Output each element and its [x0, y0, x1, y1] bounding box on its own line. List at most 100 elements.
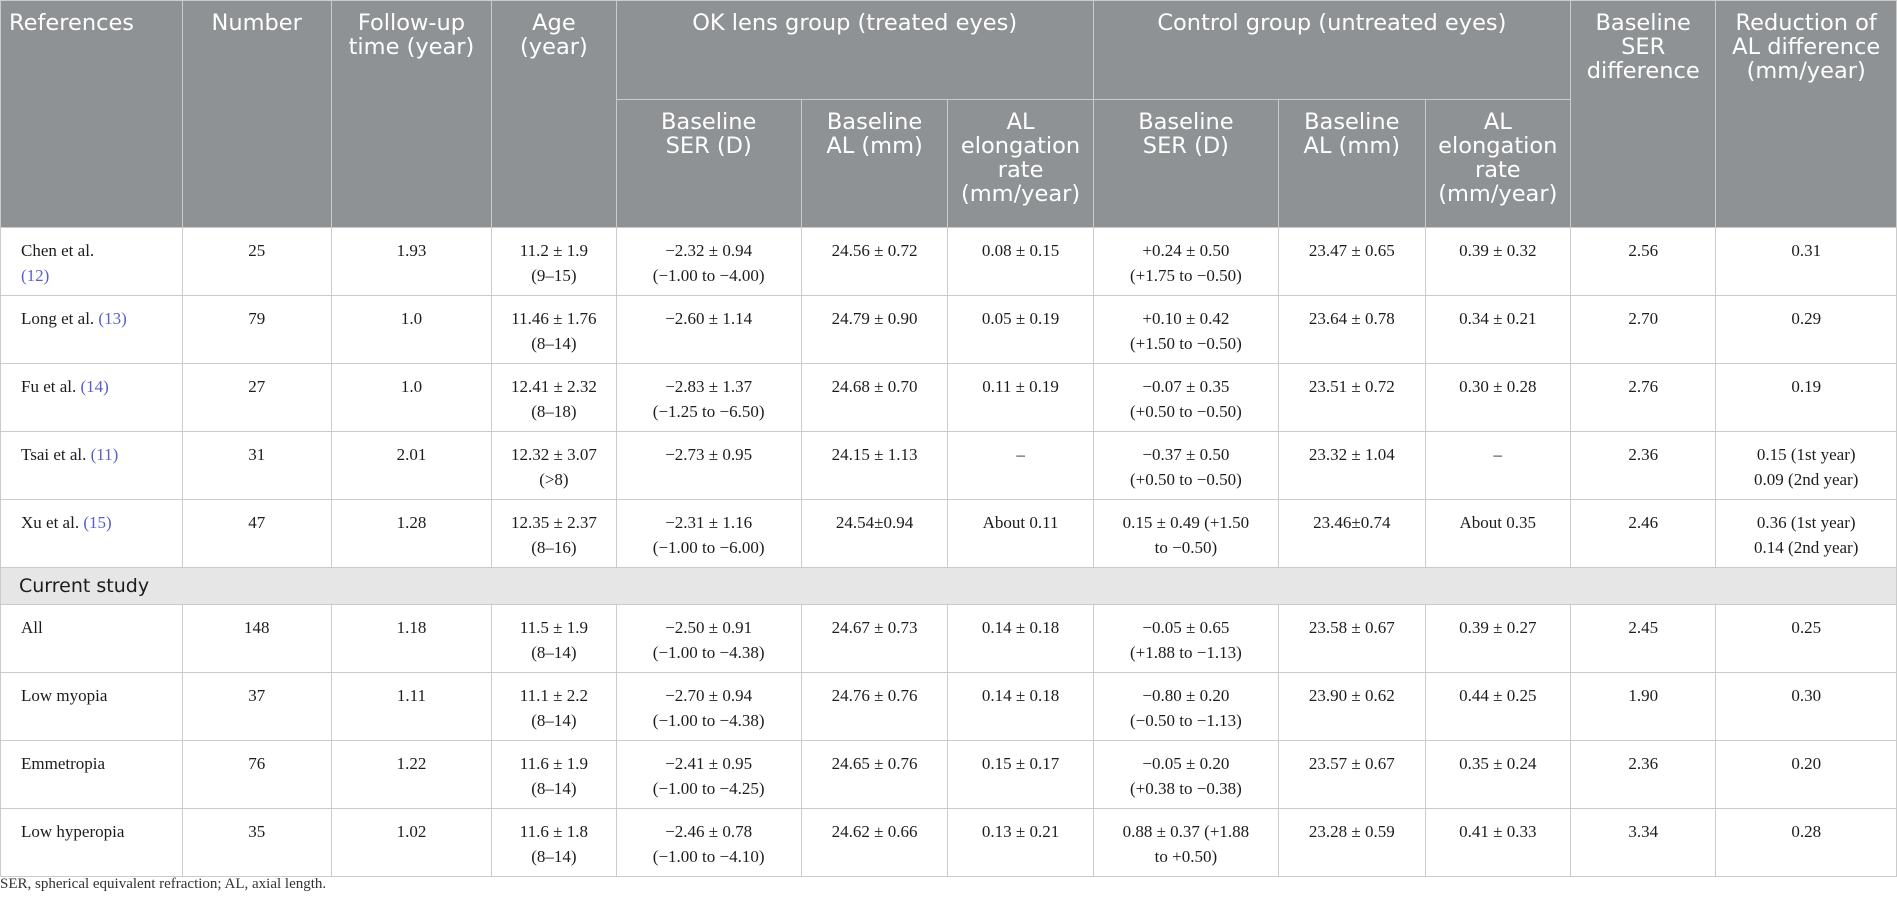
header-number: Number: [181, 0, 332, 228]
cell-ctrl-ser: −0.05 ± 0.20 (+0.38 to −0.38): [1092, 740, 1280, 809]
citation-link[interactable]: (14): [80, 377, 109, 396]
reference-name: Fu et al.: [21, 377, 81, 396]
cell-number: 76: [181, 740, 332, 809]
cell-ser-diff: 2.46: [1569, 499, 1717, 568]
cell-number: 47: [181, 499, 332, 568]
cell-number: 148: [181, 604, 332, 673]
table-row: All 148 1.18 11.5 ± 1.9 (8–14) −2.50 ± 0.91 …: [0, 604, 1897, 673]
cell-ok-rate: About 0.11: [947, 499, 1094, 568]
cell-ctrl-rate: –: [1424, 431, 1572, 500]
cell-followup: 1.11: [330, 672, 493, 741]
cell-ctrl-ser: −0.07 ± 0.35 (+0.50 to −0.50): [1092, 363, 1280, 432]
cell-ok-al: 24.62 ± 0.66: [800, 808, 949, 877]
citation-link[interactable]: (15): [83, 513, 112, 532]
cell-ctrl-al: 23.51 ± 0.72: [1278, 363, 1426, 432]
cell-ok-rate: 0.08 ± 0.15: [947, 227, 1094, 296]
cell-reference: All: [0, 604, 183, 673]
citation-link[interactable]: (11): [90, 445, 119, 464]
cell-number: 79: [181, 295, 332, 364]
header-references: References: [0, 0, 183, 228]
cell-ser-diff: 2.70: [1569, 295, 1717, 364]
cell-reference: Low hyperopia: [0, 808, 183, 877]
cell-followup: 1.28: [330, 499, 493, 568]
header-followup: Follow-up time (year): [330, 0, 493, 228]
cell-ctrl-al: 23.28 ± 0.59: [1278, 808, 1426, 877]
cell-ctrl-ser: +0.10 ± 0.42 (+1.50 to −0.50): [1092, 295, 1280, 364]
cell-reduction: 0.28: [1715, 808, 1897, 877]
cell-number: 35: [181, 808, 332, 877]
cell-reduction: 0.30: [1715, 672, 1897, 741]
cell-reduction: 0.15 (1st year) 0.09 (2nd year): [1715, 431, 1897, 500]
header-ctrl-al-rate: AL elongation rate (mm/year): [1424, 99, 1572, 228]
cell-reference: Fu et al. (14): [0, 363, 183, 432]
cell-number: 27: [181, 363, 332, 432]
cell-ctrl-rate: 0.30 ± 0.28: [1424, 363, 1572, 432]
header-ctrl-baseline-al: Baseline AL (mm): [1278, 99, 1426, 228]
cell-ok-al: 24.67 ± 0.73: [800, 604, 949, 673]
header-ok-lens-group: OK lens group (treated eyes): [615, 0, 1094, 100]
cell-reduction: 0.20: [1715, 740, 1897, 809]
cell-ser-diff: 2.36: [1569, 740, 1717, 809]
citation-link[interactable]: (13): [98, 309, 127, 328]
section-row: Current study: [0, 567, 1897, 605]
cell-number: 37: [181, 672, 332, 741]
cell-ok-ser: −2.41 ± 0.95 (−1.00 to −4.25): [615, 740, 802, 809]
cell-ctrl-rate: 0.39 ± 0.32: [1424, 227, 1572, 296]
reference-name: Low myopia: [21, 686, 108, 705]
cell-ctrl-al: 23.57 ± 0.67: [1278, 740, 1426, 809]
cell-ctrl-ser: −0.37 ± 0.50 (+0.50 to −0.50): [1092, 431, 1280, 500]
cell-ok-rate: 0.11 ± 0.19: [947, 363, 1094, 432]
table-row: Long et al. (13) 79 1.0 11.46 ± 1.76 (8–14)…: [0, 295, 1897, 364]
cell-age: 12.35 ± 2.37 (8–16): [491, 499, 617, 568]
cell-ok-al: 24.79 ± 0.90: [800, 295, 949, 364]
header-ok-baseline-al: Baseline AL (mm): [800, 99, 949, 228]
cell-age: 11.2 ± 1.9 (9–15): [491, 227, 617, 296]
table-row: Low myopia 37 1.11 11.1 ± 2.2 (8–14) −2.70 ±…: [0, 672, 1897, 741]
cell-reference: Emmetropia: [0, 740, 183, 809]
cell-followup: 1.0: [330, 363, 493, 432]
cell-ctrl-ser: 0.15 ± 0.49 (+1.50 to −0.50): [1092, 499, 1280, 568]
header-ok-baseline-ser: Baseline SER (D): [615, 99, 802, 228]
cell-ctrl-al: 23.58 ± 0.67: [1278, 604, 1426, 673]
cell-ctrl-rate: 0.34 ± 0.21: [1424, 295, 1572, 364]
cell-reference: Chen et al. (12): [0, 227, 183, 296]
cell-reduction: 0.36 (1st year) 0.14 (2nd year): [1715, 499, 1897, 568]
table-row: Chen et al. (12) 25 1.93 11.2 ± 1.9 (9–15) −…: [0, 227, 1897, 296]
cell-ser-diff: 2.56: [1569, 227, 1717, 296]
reference-name: Tsai et al.: [21, 445, 91, 464]
cell-reference: Low myopia: [0, 672, 183, 741]
cell-ok-ser: −2.31 ± 1.16 (−1.00 to −6.00): [615, 499, 802, 568]
citation-link[interactable]: (12): [21, 266, 50, 285]
cell-ok-al: 24.76 ± 0.76: [800, 672, 949, 741]
cell-followup: 1.18: [330, 604, 493, 673]
cell-ctrl-al: 23.64 ± 0.78: [1278, 295, 1426, 364]
table-row: Xu et al. (15) 47 1.28 12.35 ± 2.37 (8–16) −…: [0, 499, 1897, 568]
current-study-body: All 148 1.18 11.5 ± 1.9 (8–14) −2.50 ± 0.91 …: [0, 604, 1897, 877]
cell-ok-al: 24.56 ± 0.72: [800, 227, 949, 296]
cell-ctrl-ser: +0.24 ± 0.50 (+1.75 to −0.50): [1092, 227, 1280, 296]
cell-age: 11.6 ± 1.9 (8–14): [491, 740, 617, 809]
cell-ctrl-al: 23.46±0.74: [1278, 499, 1426, 568]
prior-studies-body: Chen et al. (12) 25 1.93 11.2 ± 1.9 (9–15) −…: [0, 227, 1897, 568]
cell-reduction: 0.25: [1715, 604, 1897, 673]
cell-ctrl-rate: 0.44 ± 0.25: [1424, 672, 1572, 741]
cell-reduction: 0.19: [1715, 363, 1897, 432]
table-row: Fu et al. (14) 27 1.0 12.41 ± 2.32 (8–18) −2…: [0, 363, 1897, 432]
cell-reduction: 0.29: [1715, 295, 1897, 364]
cell-ok-ser: −2.70 ± 0.94 (−1.00 to −4.38): [615, 672, 802, 741]
cell-ser-diff: 2.76: [1569, 363, 1717, 432]
cell-ok-rate: 0.14 ± 0.18: [947, 672, 1094, 741]
cell-age: 12.32 ± 3.07 (>8): [491, 431, 617, 500]
header-age: Age (year): [491, 0, 617, 228]
comparison-table: References Number Follow-up time (year) …: [0, 0, 1897, 877]
reference-name: Long et al.: [21, 309, 99, 328]
cell-ctrl-ser: −0.80 ± 0.20 (−0.50 to −1.13): [1092, 672, 1280, 741]
cell-ctrl-al: 23.47 ± 0.65: [1278, 227, 1426, 296]
cell-ok-rate: 0.15 ± 0.17: [947, 740, 1094, 809]
cell-followup: 1.93: [330, 227, 493, 296]
cell-number: 31: [181, 431, 332, 500]
cell-ctrl-al: 23.90 ± 0.62: [1278, 672, 1426, 741]
cell-age: 11.6 ± 1.8 (8–14): [491, 808, 617, 877]
cell-followup: 2.01: [330, 431, 493, 500]
cell-ctrl-rate: About 0.35: [1424, 499, 1572, 568]
